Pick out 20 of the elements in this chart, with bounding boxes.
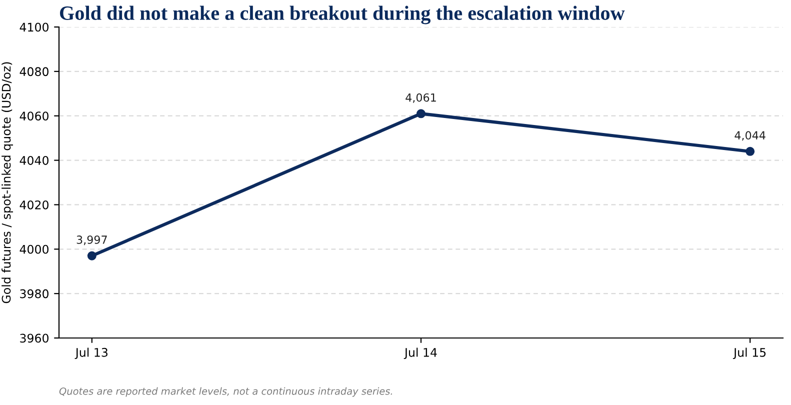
point bbox=[416, 109, 426, 118]
x-tick-label: Jul 13 bbox=[74, 348, 108, 360]
y-tick-label: 4080 bbox=[20, 67, 48, 76]
y-tick-label: 4000 bbox=[20, 244, 48, 254]
y-tick-label: 4020 bbox=[20, 200, 48, 210]
y-tick-label: 4060 bbox=[20, 112, 48, 121]
y-tick-label: 4040 bbox=[20, 156, 48, 165]
data-label: 3,997 bbox=[76, 236, 107, 246]
point bbox=[746, 146, 755, 156]
y-tick-label: 3960 bbox=[20, 334, 48, 343]
text: Quotes are reported market levels, not a continuous intraday series. bbox=[59, 387, 392, 397]
y-tick-label: 3980 bbox=[20, 289, 48, 298]
y-tick-label: 4100 bbox=[20, 22, 48, 32]
x-tick-label: Jul 15 bbox=[732, 348, 766, 360]
y-axis-title: Gold futures / spot-linked quote (USD/oz) bbox=[2, 62, 13, 304]
x-tick-label: Jul 14 bbox=[404, 348, 437, 360]
data-label: 4,061 bbox=[406, 93, 436, 103]
point bbox=[87, 251, 96, 260]
chart-title: Gold did not make a clean breakout during the escalation window bbox=[60, 6, 625, 24]
data-label: 4,044 bbox=[734, 131, 766, 141]
